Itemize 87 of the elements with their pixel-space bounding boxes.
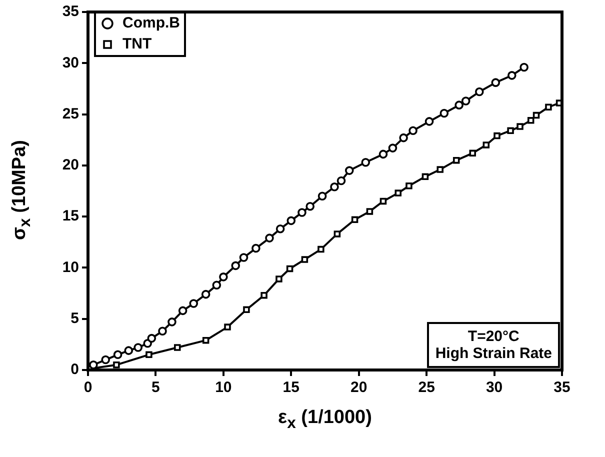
x-axis-title: ε$_{x}$ (1/1000) (278, 407, 372, 433)
point (298, 208, 306, 217)
point (189, 299, 198, 308)
x-tick-label: 10 (215, 379, 232, 396)
point (408, 126, 418, 136)
point (158, 326, 167, 336)
point (286, 265, 294, 272)
point (260, 292, 268, 299)
point (474, 87, 484, 96)
point (336, 176, 346, 186)
point (380, 198, 387, 205)
point (440, 108, 449, 118)
point (224, 324, 231, 330)
y-tick-label: 35 (62, 3, 79, 20)
point (301, 256, 308, 263)
point (243, 306, 250, 314)
y-tick-label: 15 (62, 208, 79, 225)
point (394, 190, 402, 196)
y-tick-label: 0 (70, 361, 79, 378)
point (252, 244, 260, 253)
point (239, 253, 248, 262)
point (134, 343, 143, 352)
annotation: High Strain Rate (435, 345, 552, 362)
point (454, 100, 464, 110)
point (507, 71, 516, 80)
point (469, 150, 476, 157)
point (507, 127, 514, 134)
point (231, 261, 240, 270)
point (174, 344, 181, 351)
point (146, 351, 152, 358)
point (388, 144, 398, 152)
point (101, 355, 110, 364)
point (436, 166, 444, 173)
point (520, 62, 528, 72)
y-tick-label: 5 (70, 310, 79, 327)
point (286, 216, 296, 226)
point (318, 246, 324, 253)
legend-label: Comp.B (122, 14, 180, 32)
point (422, 173, 429, 180)
point (318, 192, 327, 201)
point (424, 117, 434, 126)
point (406, 182, 412, 190)
point (361, 158, 370, 167)
x-tick-label: 15 (282, 379, 300, 396)
x-tick-label: 20 (350, 379, 368, 396)
y-tick-label: 30 (62, 54, 79, 72)
point (516, 123, 524, 130)
point (202, 336, 210, 344)
point (351, 216, 358, 224)
point (276, 276, 282, 282)
point (147, 334, 156, 343)
x-tick-label: 0 (84, 379, 92, 396)
point (491, 78, 500, 87)
point (124, 346, 134, 355)
legend-label: TNT (122, 36, 152, 53)
point (399, 133, 408, 142)
point (113, 350, 122, 360)
y-tick-label: 10 (62, 258, 79, 276)
point (306, 202, 315, 211)
point (265, 234, 274, 242)
point (330, 182, 339, 192)
point (344, 166, 354, 175)
point (452, 156, 460, 164)
x-tick-label: 30 (486, 379, 503, 396)
x-tick-label: 35 (554, 379, 570, 396)
point (527, 117, 534, 124)
y-tick-label: 20 (62, 156, 79, 174)
point (378, 150, 388, 159)
point (494, 132, 500, 140)
point (201, 290, 210, 299)
y-tick-label: 25 (62, 105, 79, 122)
point (212, 280, 222, 290)
point (276, 224, 285, 234)
point (482, 142, 490, 148)
x-tick-label: 5 (152, 379, 160, 396)
point (545, 104, 552, 110)
point (461, 96, 470, 106)
point (178, 306, 188, 316)
point (168, 318, 176, 326)
point (113, 362, 120, 368)
point (334, 230, 341, 238)
point (366, 208, 374, 215)
x-tick-label: 25 (418, 379, 435, 396)
point (532, 112, 540, 119)
annotation: T=20°C (466, 328, 520, 345)
point (219, 272, 228, 282)
point (89, 360, 98, 370)
